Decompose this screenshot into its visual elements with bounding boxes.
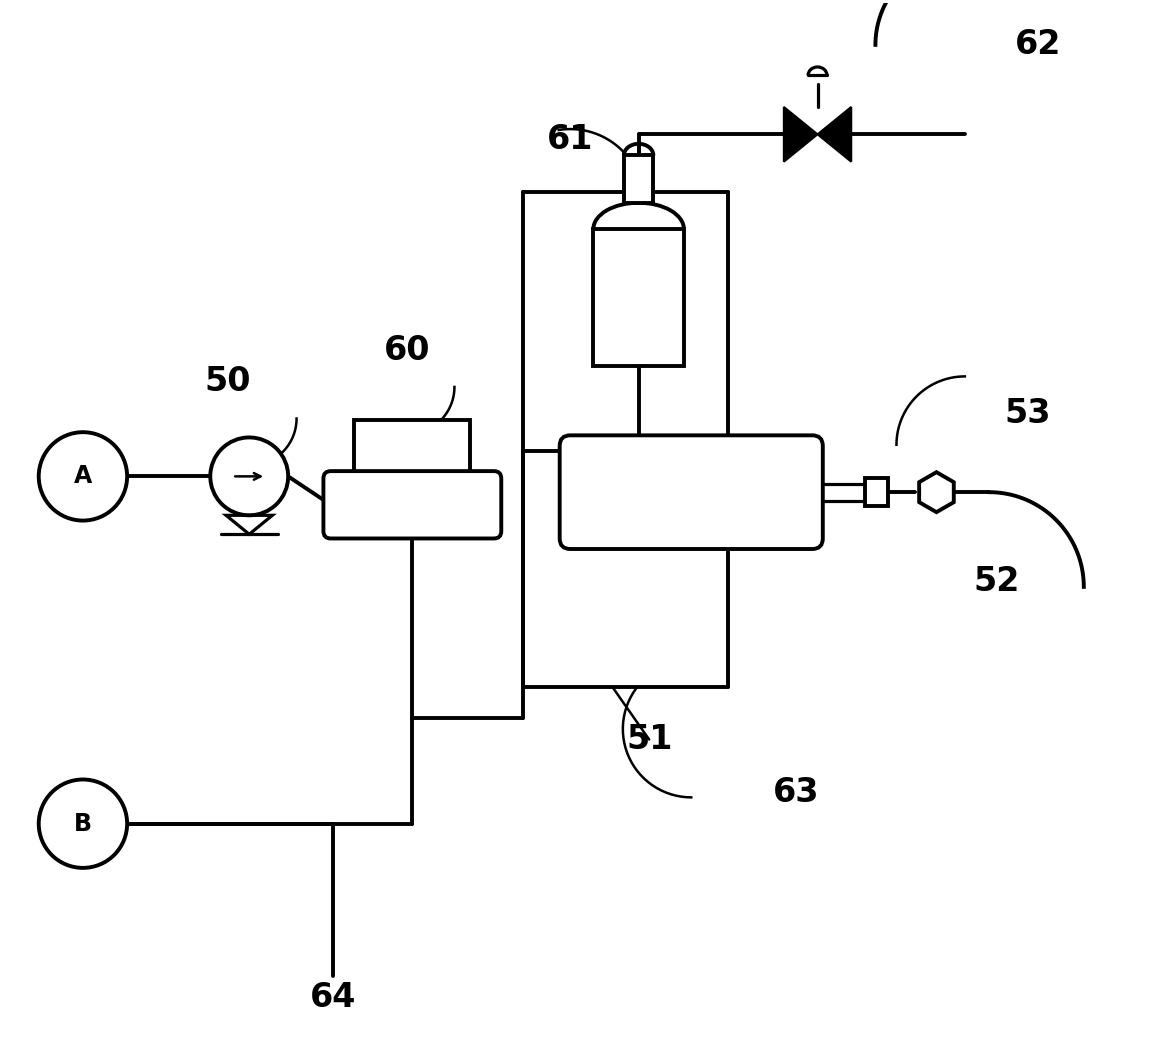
Text: 53: 53: [1004, 397, 1051, 430]
Bar: [593, 229, 684, 366]
FancyBboxPatch shape: [560, 435, 823, 549]
Text: 64: 64: [311, 981, 356, 1014]
Text: 63: 63: [774, 776, 819, 808]
Polygon shape: [784, 107, 818, 162]
Bar: [865, 478, 888, 506]
Bar: [624, 156, 653, 203]
Text: 62: 62: [1015, 29, 1062, 61]
FancyBboxPatch shape: [323, 471, 502, 539]
Text: A: A: [74, 464, 93, 489]
Text: 50: 50: [205, 365, 252, 398]
Circle shape: [210, 437, 288, 515]
Text: 52: 52: [973, 565, 1020, 598]
Bar: [354, 420, 470, 474]
Text: 51: 51: [626, 723, 673, 756]
Polygon shape: [818, 107, 851, 162]
Text: B: B: [74, 811, 91, 836]
Polygon shape: [919, 472, 954, 512]
Text: 60: 60: [384, 333, 430, 366]
Circle shape: [39, 780, 127, 868]
Text: 61: 61: [547, 123, 593, 157]
Circle shape: [39, 432, 127, 521]
